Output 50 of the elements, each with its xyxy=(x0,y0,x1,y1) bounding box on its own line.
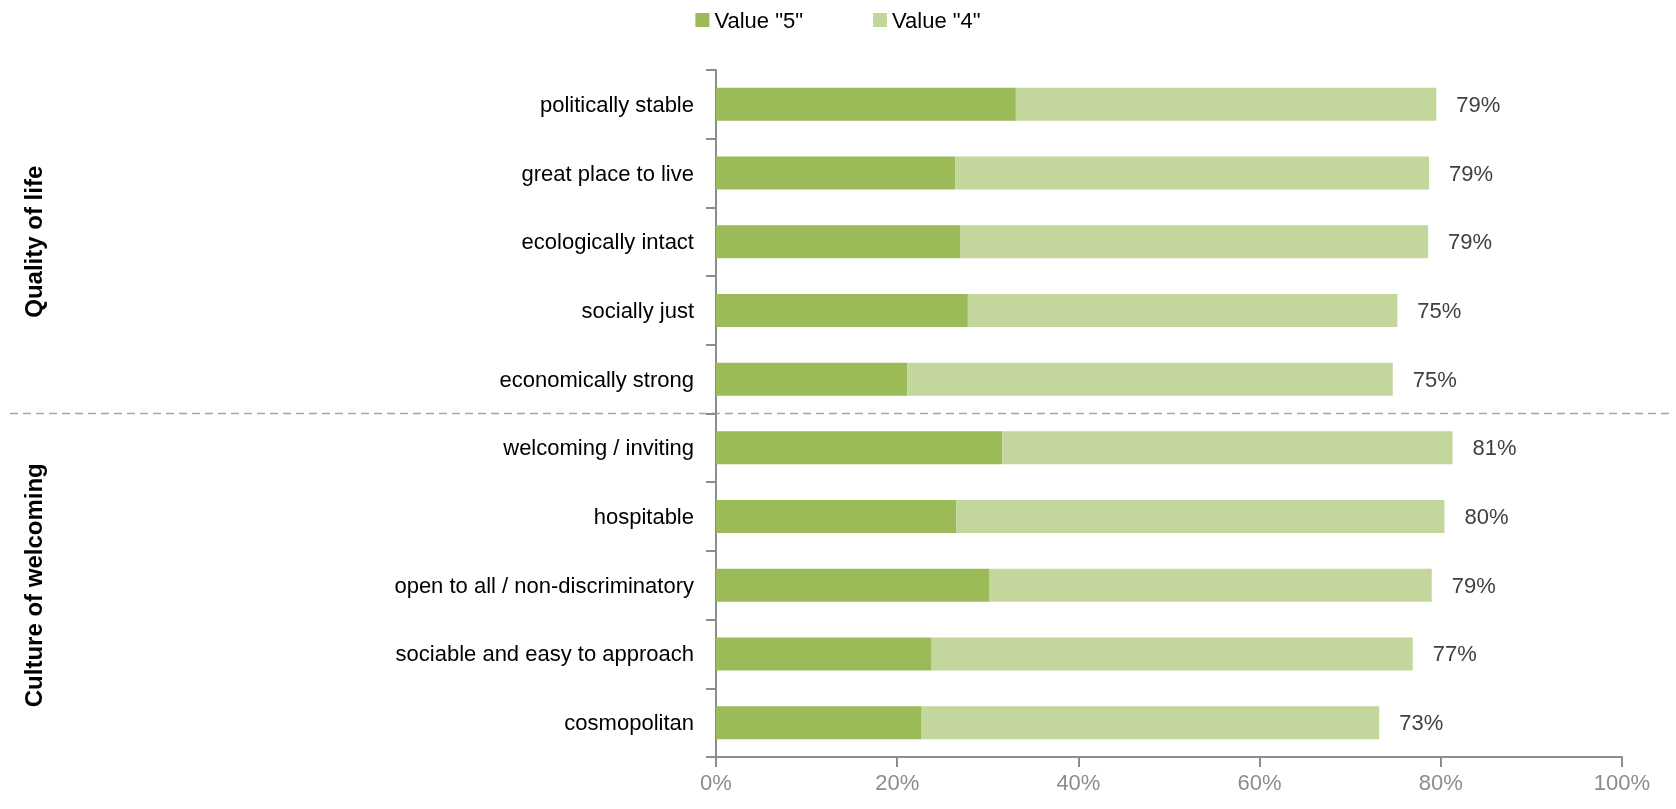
bar xyxy=(716,500,957,534)
bar xyxy=(907,362,1393,396)
y-tick-label: socially just xyxy=(581,297,694,323)
legend-label: Value "4" xyxy=(892,7,981,33)
bar xyxy=(921,706,1380,740)
text: Culture of welcoming xyxy=(19,463,47,708)
y-tick-label: hospitable xyxy=(593,504,694,530)
y-tick-label: cosmopolitan xyxy=(564,710,694,736)
bar xyxy=(716,568,990,602)
total-label: 79% xyxy=(1449,160,1494,186)
x-tick-label: 60% xyxy=(1237,769,1282,795)
total-label: 79% xyxy=(1451,572,1496,598)
total-label: 80% xyxy=(1464,504,1509,530)
total-label: 79% xyxy=(1456,91,1501,117)
y-tick-label: ecologically intact xyxy=(521,229,694,255)
bar xyxy=(960,225,1429,259)
text: Quality of life xyxy=(19,165,47,318)
y-tick-label: great place to live xyxy=(521,160,694,186)
total-label: 81% xyxy=(1472,435,1517,461)
y-tick-label: sociable and easy to approach xyxy=(395,641,694,667)
bar xyxy=(955,156,1430,190)
y-tick-label: welcoming / inviting xyxy=(502,435,694,461)
bar xyxy=(716,362,908,396)
bar xyxy=(1015,87,1437,121)
x-tick-label: 0% xyxy=(700,769,732,795)
bar xyxy=(716,431,1003,465)
bar xyxy=(1002,431,1453,465)
total-label: 73% xyxy=(1399,710,1444,736)
x-tick-label: 40% xyxy=(1056,769,1101,795)
x-tick-label: 100% xyxy=(1593,769,1651,795)
y-tick-label: open to all / non-discriminatory xyxy=(394,572,694,598)
total-label: 79% xyxy=(1448,229,1493,255)
bar xyxy=(931,637,1413,671)
legend-label: Value "5" xyxy=(714,7,804,33)
bar xyxy=(716,225,961,259)
bar xyxy=(716,293,968,327)
total-label: 77% xyxy=(1432,641,1477,667)
x-tick-label: 20% xyxy=(875,769,920,795)
bar xyxy=(967,293,1398,327)
total-label: 75% xyxy=(1417,297,1462,323)
x-tick-label: 80% xyxy=(1418,769,1463,795)
bar xyxy=(716,156,956,190)
total-label: 75% xyxy=(1412,366,1457,392)
y-tick-label: economically strong xyxy=(499,366,694,392)
y-tick-label: politically stable xyxy=(539,91,694,117)
bar xyxy=(956,500,1445,534)
bar xyxy=(716,87,1016,121)
bar xyxy=(716,706,922,740)
bar xyxy=(716,637,932,671)
bar xyxy=(989,568,1432,602)
